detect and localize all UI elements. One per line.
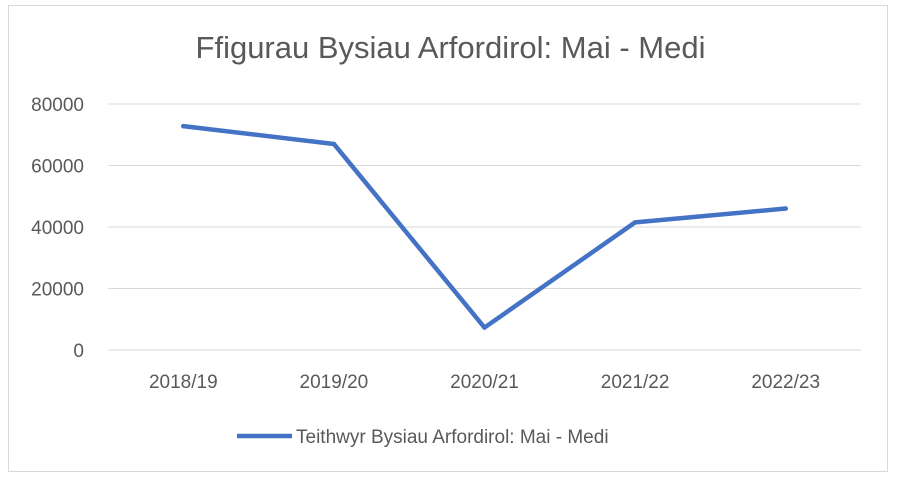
y-tick-label: 60000 xyxy=(31,157,84,178)
data-point xyxy=(482,325,487,330)
y-tick-label: 80000 xyxy=(31,95,84,116)
x-tick-label: 2019/20 xyxy=(300,372,369,393)
y-tick-label: 40000 xyxy=(31,218,84,239)
data-point xyxy=(181,123,186,129)
data-point xyxy=(632,220,638,225)
chart-title: Ffigurau Bysiau Arfordirol: Mai - Medi xyxy=(195,30,706,65)
y-axis-ticks: 0 20000 40000 60000 80000 xyxy=(31,95,84,362)
gridlines xyxy=(108,103,861,351)
data-point xyxy=(783,206,788,211)
y-tick-label: 20000 xyxy=(31,280,84,301)
legend: Teithwyr Bysiau Arfordirol: Mai - Medi xyxy=(237,427,609,448)
x-tick-label: 2020/21 xyxy=(450,372,519,393)
x-axis-ticks: 2018/19 2019/20 2020/21 2021/22 2022/23 xyxy=(149,372,820,393)
x-tick-label: 2021/22 xyxy=(601,372,670,393)
y-tick-label: 0 xyxy=(73,341,84,362)
x-tick-label: 2018/19 xyxy=(149,372,218,393)
chart-frame xyxy=(8,5,888,472)
legend-label: Teithwyr Bysiau Arfordirol: Mai - Medi xyxy=(296,427,609,448)
series-lines xyxy=(181,123,788,330)
x-tick-label: 2022/23 xyxy=(751,372,820,393)
data-point xyxy=(331,141,337,147)
